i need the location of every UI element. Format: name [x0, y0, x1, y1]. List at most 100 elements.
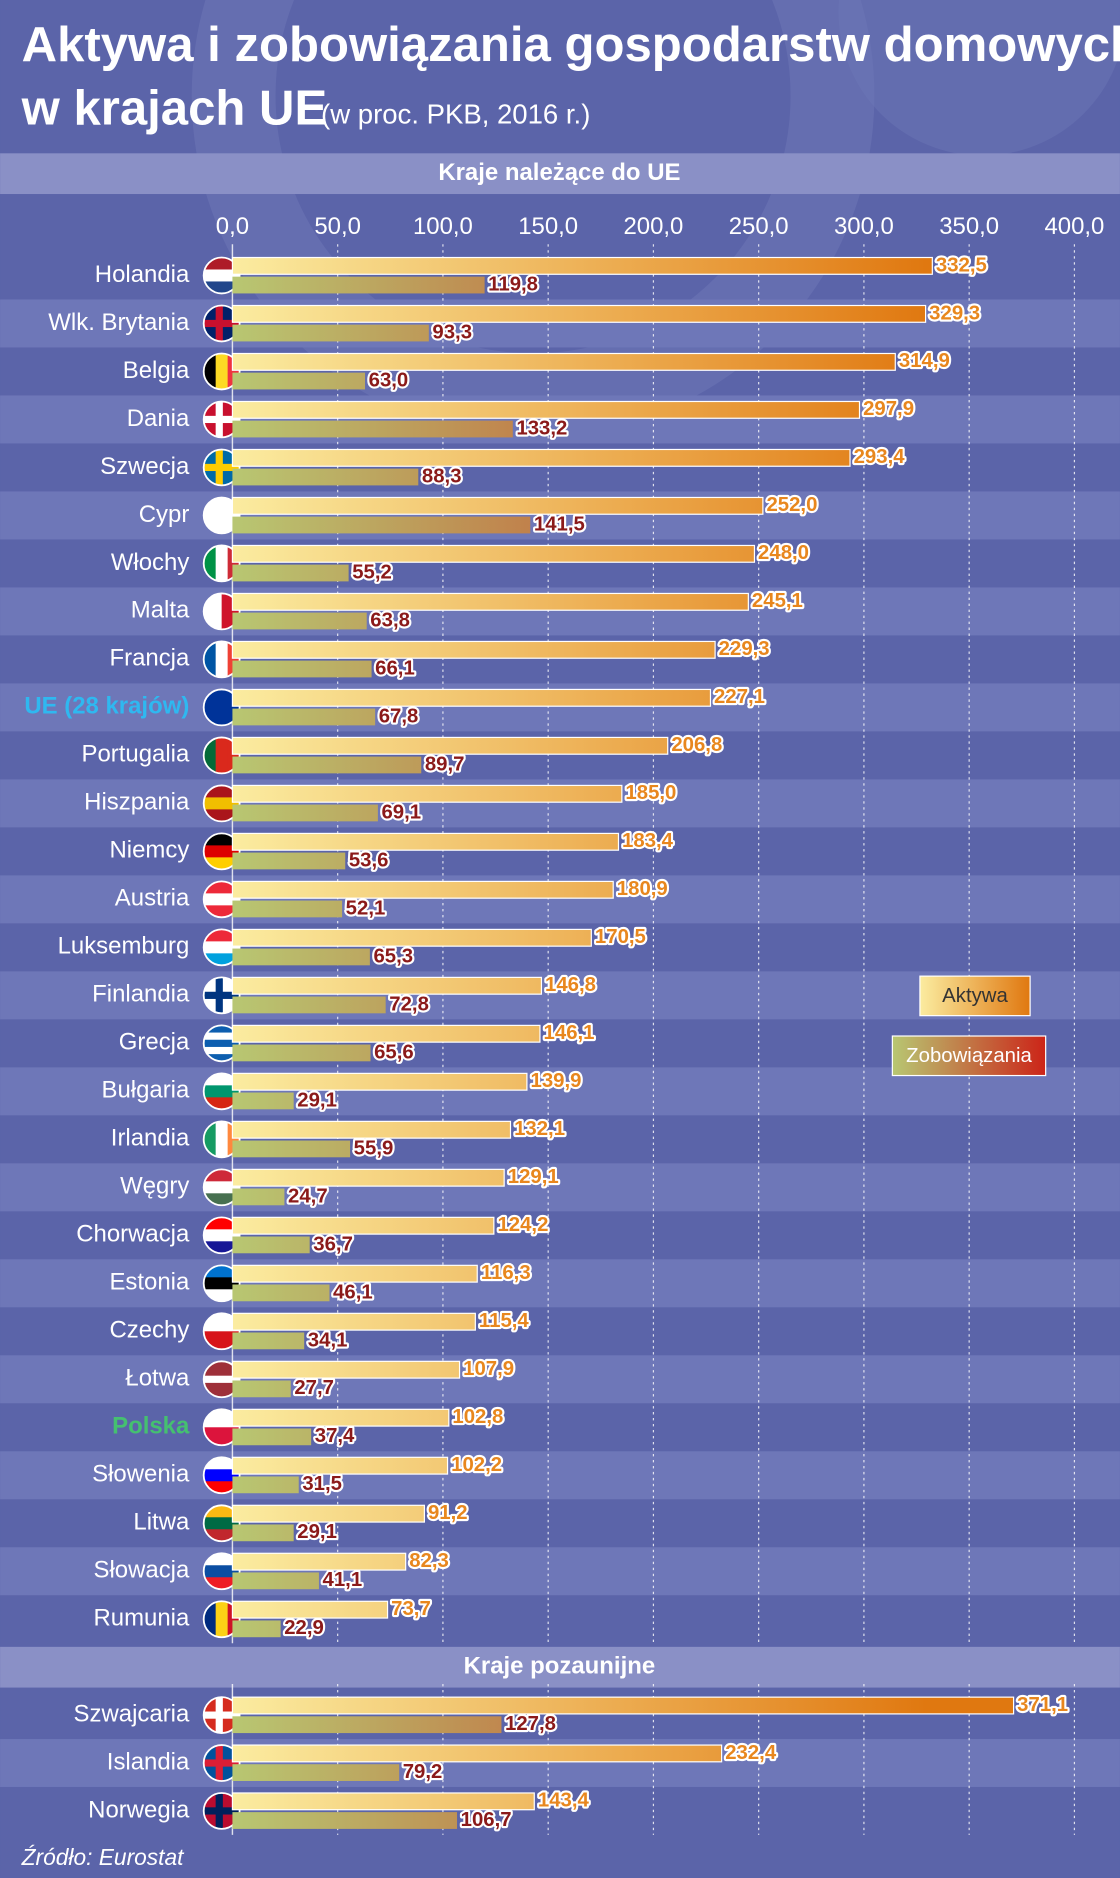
group-header-band	[0, 153, 1120, 195]
bar	[232, 1140, 351, 1158]
value-label: 91,2	[428, 1502, 468, 1524]
flag-part	[203, 1517, 240, 1530]
flag-part	[227, 737, 240, 774]
flag-part	[215, 1121, 229, 1158]
bar	[231, 544, 756, 563]
flag-part	[215, 545, 229, 582]
bar	[231, 1120, 512, 1139]
flag-part	[227, 353, 240, 390]
value-label: 67,8	[379, 705, 419, 727]
value-label: 34,1	[308, 1329, 348, 1351]
category-label: Portugalia	[82, 741, 190, 768]
bar	[232, 1620, 281, 1638]
flag-border	[202, 1168, 241, 1207]
value-label: 297,9	[863, 398, 914, 420]
value-label: 170,5	[595, 926, 646, 948]
bar	[231, 1168, 505, 1187]
value-label: 37,4	[315, 1425, 355, 1447]
flag-border	[202, 352, 241, 391]
bar	[231, 1408, 450, 1427]
bar	[231, 832, 620, 851]
category-label: Czechy	[109, 1317, 189, 1344]
x-tick-label: 100,0	[413, 213, 473, 240]
decor	[191, 0, 875, 438]
x-tick-label: 0,0	[216, 213, 249, 240]
bar	[231, 928, 592, 947]
value-label: 93,3	[432, 321, 472, 343]
category-label: Litwa	[133, 1509, 190, 1536]
flag	[203, 1457, 240, 1494]
value-label: 65,6	[374, 1041, 414, 1063]
flag-part	[203, 845, 240, 858]
flag-part	[203, 1277, 240, 1290]
flag-part	[203, 1807, 240, 1815]
bar	[232, 1572, 319, 1590]
value-label: 248,0	[758, 542, 809, 564]
flag-part	[203, 1097, 240, 1110]
flag-part	[203, 1289, 240, 1302]
bar	[232, 804, 378, 822]
bar	[231, 1504, 425, 1523]
row-band	[0, 1451, 1120, 1500]
bar	[232, 420, 513, 438]
value-label: 245,1	[752, 590, 803, 612]
category-label: Węgry	[120, 1173, 189, 1200]
bar	[232, 756, 422, 774]
flag-part	[203, 281, 240, 294]
flag-part	[203, 1382, 240, 1391]
bar	[232, 1428, 312, 1446]
flag-border	[202, 1552, 241, 1591]
flag-part	[203, 415, 240, 424]
category-label: Norwegia	[88, 1796, 190, 1823]
category-label: Niemcy	[110, 837, 190, 864]
value-label: 41,1	[323, 1569, 363, 1591]
category-label: Belgia	[123, 357, 190, 384]
bar	[231, 1744, 723, 1763]
x-tick-label: 300,0	[834, 213, 894, 240]
value-label: 116,3	[481, 1262, 531, 1284]
bar	[232, 564, 349, 582]
flag-part	[203, 1481, 240, 1494]
legend-label: Aktywa	[942, 985, 1008, 1007]
value-label: 55,9	[354, 1137, 394, 1159]
flag-part	[203, 1375, 240, 1384]
flag-border	[202, 688, 241, 727]
flag-part	[203, 1469, 240, 1482]
flag-part	[203, 1390, 240, 1398]
flag-part	[203, 905, 240, 918]
flag-part	[227, 1601, 240, 1638]
flag-part	[203, 1025, 240, 1034]
category-label: Hiszpania	[84, 789, 190, 816]
value-label: 72,8	[389, 993, 429, 1015]
flag-part	[203, 941, 240, 954]
bar	[232, 1380, 291, 1398]
category-label: UE (28 krajów)	[24, 693, 189, 720]
bar	[231, 304, 927, 323]
x-tick-label: 350,0	[939, 213, 999, 240]
flag-part	[203, 1193, 240, 1206]
bar	[231, 256, 933, 275]
flag-border	[202, 1312, 241, 1351]
value-label: 180,9	[617, 878, 668, 900]
flag-border	[202, 736, 241, 775]
flag-border	[202, 1744, 241, 1782]
flag-part	[203, 269, 240, 283]
value-label: 82,3	[409, 1550, 449, 1572]
flag-border	[202, 256, 241, 295]
flag-part	[203, 1229, 240, 1242]
category-label: Estonia	[109, 1269, 190, 1296]
bar	[231, 688, 712, 707]
value-label: 183,4	[622, 830, 674, 852]
bar	[231, 1216, 495, 1235]
value-label: 139,9	[531, 1070, 582, 1092]
value-label: 29,1	[297, 1521, 337, 1543]
bar	[231, 736, 669, 755]
value-label: 66,1	[375, 657, 415, 679]
bar	[232, 1284, 330, 1302]
bar	[231, 1552, 407, 1571]
flag-part	[203, 857, 240, 870]
bar	[231, 784, 623, 803]
value-label: 29,1	[297, 1089, 337, 1111]
flag-border	[202, 400, 241, 439]
value-label: 53,6	[349, 849, 389, 871]
